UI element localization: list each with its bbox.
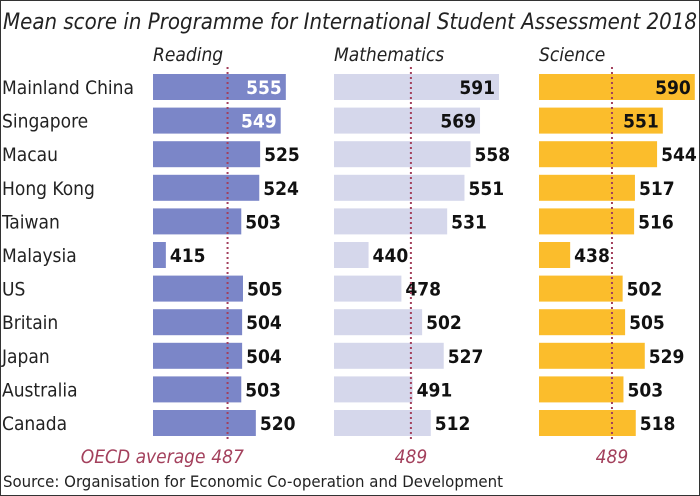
bar	[153, 74, 286, 100]
bar	[334, 242, 369, 268]
bar	[334, 410, 431, 436]
bar	[153, 342, 243, 369]
data-label: 525	[264, 144, 300, 166]
panel-mathematics: Mathematics 591 569 558 551 531 440 478 502 527 49…	[334, 44, 510, 468]
bar	[539, 309, 626, 336]
bar	[539, 107, 663, 134]
data-label: 555	[246, 77, 282, 99]
category-label: Hong Kong	[2, 178, 95, 200]
bar	[539, 174, 635, 201]
bar	[334, 74, 500, 100]
source-note: Source: Organisation for Economic Co-ope…	[3, 472, 503, 491]
bar	[334, 208, 448, 235]
category-label: Japan	[1, 346, 50, 368]
category-label: Taiwan	[1, 211, 60, 233]
data-label: 529	[649, 346, 685, 368]
oecd-average-value: 489	[596, 446, 629, 468]
data-label: 558	[475, 144, 511, 166]
bar	[539, 342, 645, 369]
bar	[153, 174, 260, 201]
data-label: 491	[417, 379, 453, 401]
oecd-average-value: 487	[211, 446, 244, 468]
bar	[334, 174, 465, 201]
bar	[153, 141, 261, 168]
data-label: 505	[629, 312, 665, 334]
bar	[334, 275, 402, 302]
data-label: 517	[639, 178, 675, 200]
data-label: 415	[170, 245, 206, 267]
data-label: 516	[638, 211, 674, 233]
chart-title: Mean score in Programme for Internationa…	[3, 10, 697, 35]
data-label: 440	[373, 245, 409, 267]
oecd-average-value: 489	[395, 446, 428, 468]
data-label: 518	[640, 413, 676, 435]
category-label: Britain	[2, 312, 58, 334]
data-label: 591	[459, 77, 495, 99]
data-label: 504	[246, 346, 282, 368]
bar	[334, 141, 471, 168]
category-label: Singapore	[2, 111, 88, 133]
category-label: Canada	[2, 413, 67, 435]
data-label: 503	[245, 379, 281, 401]
bar	[334, 309, 423, 336]
bar	[539, 141, 658, 168]
data-label: 527	[448, 346, 484, 368]
data-label: 524	[263, 178, 299, 200]
oecd-average-label: OECD average	[81, 446, 206, 468]
data-label: 551	[468, 178, 504, 200]
data-label: 520	[260, 413, 296, 435]
data-label: 549	[241, 111, 277, 133]
bar	[153, 410, 256, 436]
data-label: 502	[627, 279, 663, 301]
bar	[334, 107, 481, 134]
category-label: Mainland China	[2, 77, 134, 99]
series-header: Mathematics	[334, 44, 444, 66]
data-label: 505	[247, 279, 283, 301]
data-label: 512	[435, 413, 471, 435]
bar	[334, 376, 413, 403]
bar	[153, 107, 281, 134]
bar	[539, 208, 635, 235]
data-label: 503	[627, 379, 663, 401]
data-label: 551	[623, 111, 659, 133]
data-label: 502	[426, 312, 462, 334]
category-label: Malaysia	[2, 245, 77, 267]
bar	[153, 309, 243, 336]
bar	[539, 275, 623, 302]
series-header: Science	[539, 44, 605, 66]
bar	[334, 342, 444, 369]
category-label: Australia	[2, 379, 78, 401]
series-header: Reading	[153, 44, 223, 66]
data-label: 503	[245, 211, 281, 233]
category-label: Macau	[2, 144, 58, 166]
data-label: 544	[661, 144, 697, 166]
bar	[539, 376, 624, 403]
data-label: 531	[451, 211, 487, 233]
bar	[153, 275, 243, 302]
bar	[539, 242, 571, 268]
data-label: 569	[440, 111, 476, 133]
bar	[153, 242, 166, 268]
data-label: 504	[246, 312, 282, 334]
data-label: 478	[405, 279, 441, 301]
panel-reading: Reading 555 549 525 524 503 415 505 504 504 503 520…	[81, 44, 300, 468]
category-label: US	[2, 279, 25, 301]
data-label: 438	[574, 245, 610, 267]
data-label: 590	[655, 77, 691, 99]
bar	[539, 410, 636, 436]
bar	[539, 74, 695, 100]
